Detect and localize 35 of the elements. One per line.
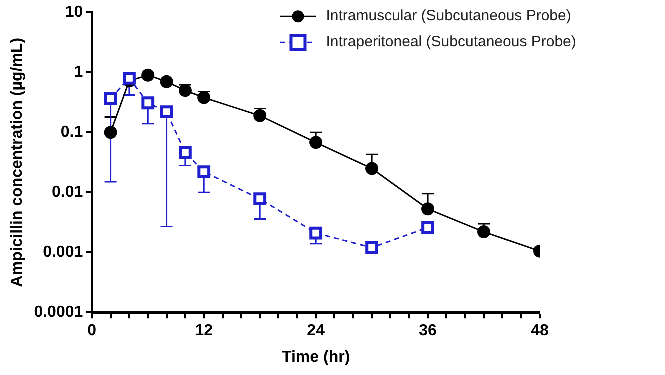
x-axis-title: Time (hr) [282, 348, 350, 366]
point [160, 75, 174, 88]
point [198, 91, 211, 104]
x-tick-label: 0 [88, 322, 97, 340]
point [104, 126, 118, 140]
point [478, 226, 491, 239]
point [178, 146, 192, 160]
point [123, 72, 136, 85]
x-tick-label: 24 [307, 322, 326, 340]
legend-label: Intramuscular (Subcutaneous Probe) [326, 8, 572, 25]
y-tick-label: 1 [74, 64, 84, 82]
y-tick-label: 0.1 [60, 124, 84, 142]
point [104, 92, 118, 105]
y-tick-label: 0.01 [52, 184, 84, 202]
point [422, 202, 435, 216]
y-tick-label: 0.001 [43, 244, 84, 262]
point [254, 192, 267, 206]
point [142, 96, 155, 110]
point [142, 68, 155, 82]
point [254, 109, 267, 122]
point [160, 106, 174, 119]
point [310, 136, 323, 150]
y-tick-label: 0.0001 [34, 304, 84, 322]
point [366, 162, 379, 176]
y-tick-label: 10 [65, 4, 84, 22]
point [366, 241, 378, 254]
point [178, 84, 192, 98]
point [198, 166, 211, 179]
point [310, 226, 323, 240]
x-tick-label: 12 [195, 322, 214, 340]
y-axis-title: Ampicillin concentration (µg/mL) [9, 38, 26, 288]
x-tick-label: 36 [419, 322, 438, 340]
point [422, 221, 434, 234]
legend-label: Intraperitoneal (Subcutaneous Probe) [326, 34, 576, 51]
x-tick-label: 48 [531, 322, 549, 340]
